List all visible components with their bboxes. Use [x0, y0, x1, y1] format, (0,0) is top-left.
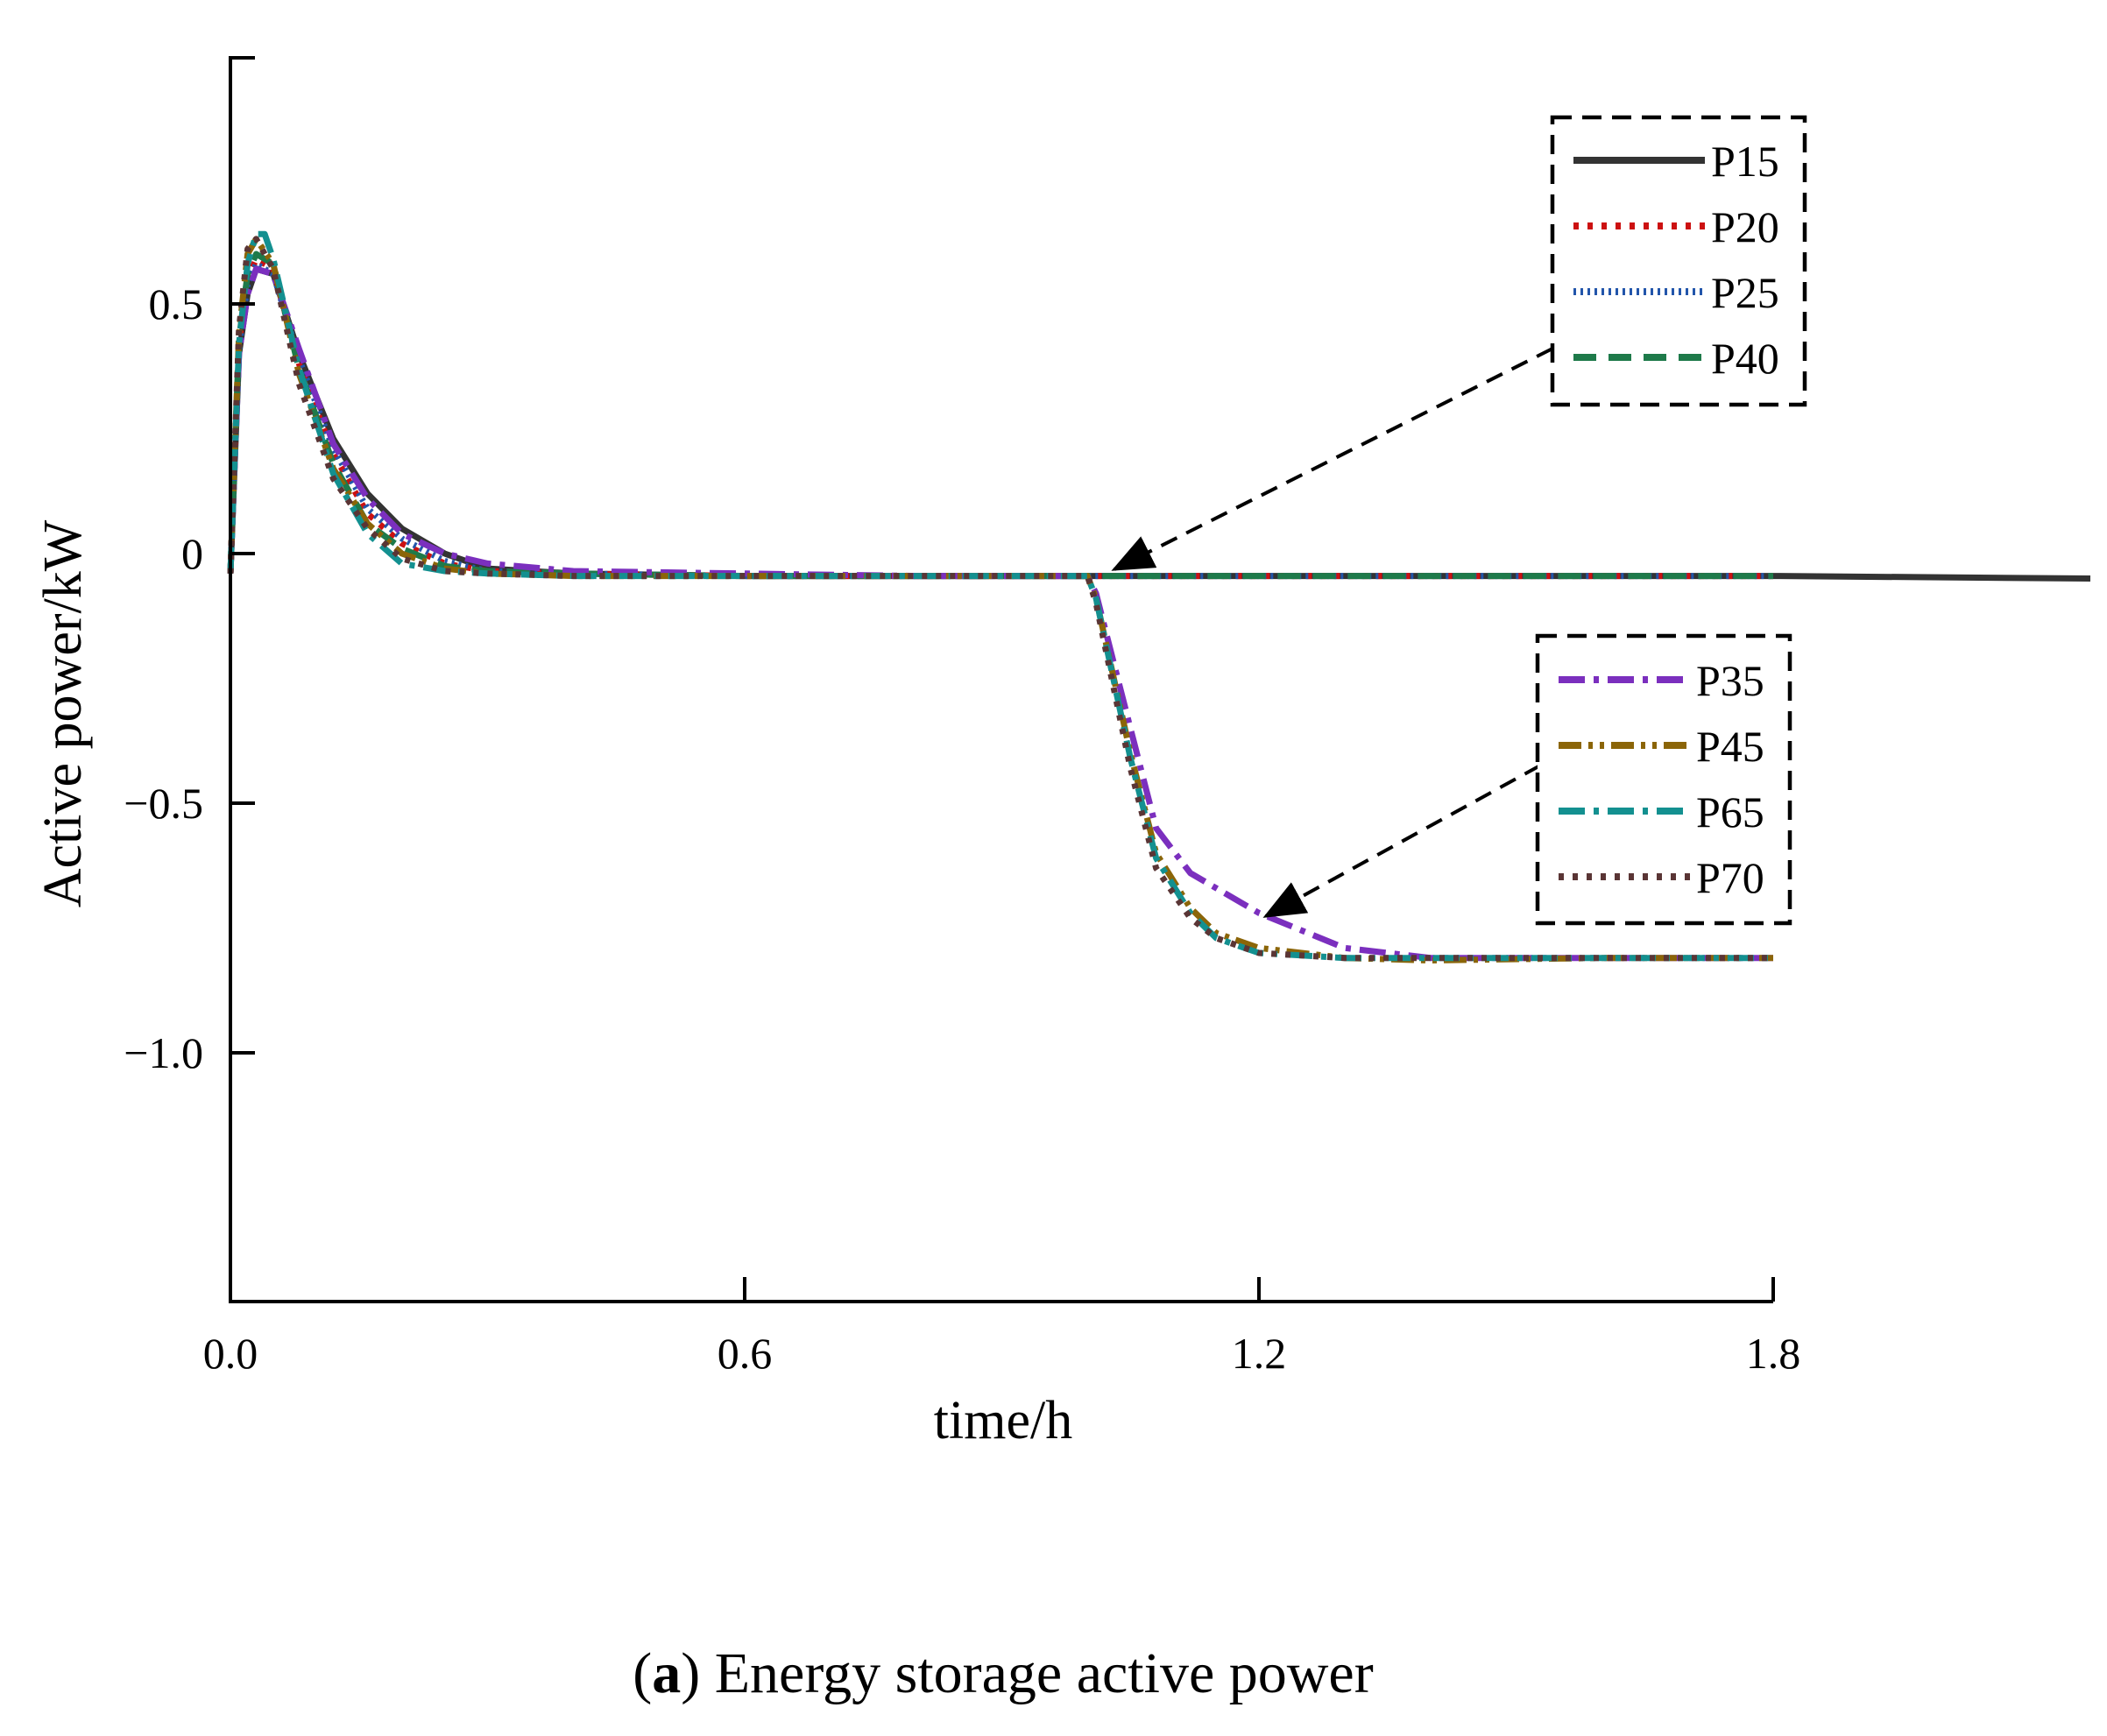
legend-lower: P35 P45 P65 P70 — [1535, 633, 1792, 926]
legend-label-p15: P15 — [1711, 137, 1779, 186]
series-line-p20 — [227, 256, 1773, 580]
x-tick-label: 0.6 — [718, 1329, 773, 1378]
legend-lower-frame — [1535, 633, 1792, 926]
legend-label-p40: P40 — [1711, 334, 1779, 383]
x-tick-label: 1.2 — [1232, 1329, 1287, 1378]
y-tick-label: −1.0 — [124, 1028, 203, 1077]
plot-series — [227, 230, 2091, 963]
annotation-arrow-upper — [1111, 347, 1553, 571]
series-line-p40 — [227, 251, 1773, 580]
y-tick-label: 0.5 — [149, 279, 204, 328]
x-tick-label: 1.8 — [1746, 1329, 1801, 1378]
x-ticks: 0.0 0.6 1.2 1.8 — [203, 1277, 1801, 1378]
caption-letter: a — [652, 1641, 681, 1705]
legend-label-p25: P25 — [1711, 268, 1779, 317]
y-axis-label: Active power/kW — [33, 519, 93, 907]
series-line-p70 — [227, 236, 1773, 962]
legend-lower-entries: P35 P45 P65 P70 — [1559, 656, 1764, 902]
caption-close-paren: ) — [681, 1641, 714, 1705]
y-tick-label: 0 — [181, 529, 203, 578]
series-line-p15 — [227, 265, 2091, 582]
legend-upper: P15 P20 P25 P40 — [1550, 115, 1807, 407]
legend-label-p70: P70 — [1696, 853, 1764, 902]
caption-open-paren: ( — [633, 1641, 652, 1705]
figure-caption: (a) Energy storage active power — [633, 1641, 1373, 1705]
legend-label-p45: P45 — [1696, 722, 1764, 771]
legend-label-p35: P35 — [1696, 656, 1764, 705]
axes: 0.0 0.6 1.2 1.8 0.5 0 −0.5 −1.0 — [124, 56, 1800, 1378]
legend-upper-entries: P15 P20 P25 P40 — [1573, 137, 1779, 383]
y-ticks: 0.5 0 −0.5 −1.0 — [124, 279, 255, 1077]
annotation-arrows — [1111, 347, 1553, 918]
series-line-p25 — [227, 260, 1773, 580]
caption-text: Energy storage active power — [715, 1641, 1374, 1705]
legend-label-p20: P20 — [1711, 202, 1779, 251]
y-tick-label: −0.5 — [124, 779, 203, 828]
x-tick-label: 0.0 — [203, 1329, 258, 1378]
series-line-p35 — [227, 265, 1773, 962]
annotation-arrow-lower — [1262, 764, 1541, 918]
x-axis-label: time/h — [934, 1391, 1072, 1450]
legend-label-p65: P65 — [1696, 787, 1764, 836]
